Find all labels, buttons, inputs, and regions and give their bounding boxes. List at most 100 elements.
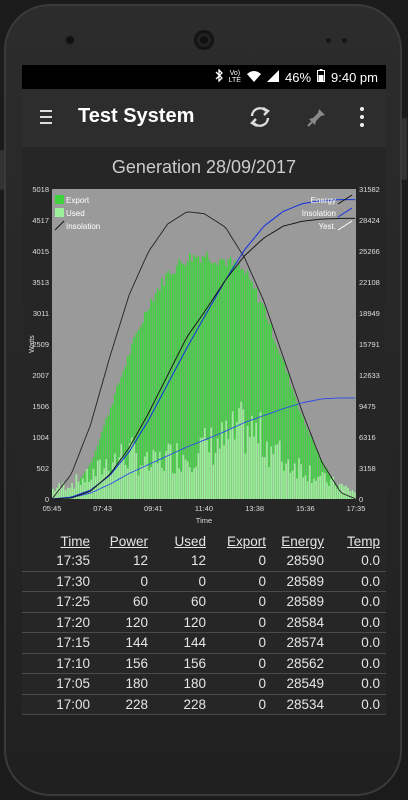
table-row[interactable]: 17:20 120 120 0 28584 0.0 xyxy=(22,613,386,633)
export-bar xyxy=(186,261,189,499)
volume-button[interactable] xyxy=(0,150,4,190)
used-bar xyxy=(206,440,208,499)
used-bar xyxy=(94,476,97,499)
used-bar xyxy=(171,473,174,499)
used-bar xyxy=(96,460,99,499)
cell-export: 0 xyxy=(258,696,266,712)
export-bar xyxy=(257,302,260,499)
table-row[interactable]: 17:05 180 180 0 28549 0.0 xyxy=(22,674,386,695)
used-bar xyxy=(56,487,58,499)
used-bar xyxy=(144,456,146,499)
used-bar xyxy=(323,473,326,499)
header-energy[interactable]: Energy xyxy=(281,533,324,549)
table-row[interactable]: 17:00 228 228 0 28534 0.0 xyxy=(22,695,386,715)
header-time[interactable]: Time xyxy=(60,533,91,549)
used-bar xyxy=(156,463,159,499)
export-bar xyxy=(189,252,191,499)
refresh-icon[interactable] xyxy=(248,105,272,129)
legend-swatch xyxy=(54,220,65,231)
used-bar xyxy=(306,481,309,499)
used-bar xyxy=(336,488,339,499)
used-bar xyxy=(116,464,118,499)
cell-used: 60 xyxy=(190,594,206,610)
export-bar xyxy=(167,270,170,499)
y-right-tick-label: 9475 xyxy=(359,402,376,411)
table-row[interactable]: 17:25 60 60 0 28589 0.0 xyxy=(22,592,386,613)
table-row[interactable]: 17:35 12 12 0 28590 0.0 xyxy=(22,551,386,572)
export-bar xyxy=(251,281,253,499)
used-bar xyxy=(71,482,73,499)
export-bar xyxy=(296,402,298,499)
cell-energy: 28589 xyxy=(286,573,324,589)
cell-temp: 0.0 xyxy=(361,573,380,589)
export-bar xyxy=(148,309,150,499)
x-tick-label: 05:45 xyxy=(43,504,62,513)
cell-time: 17:05 xyxy=(56,676,90,692)
power-button[interactable] xyxy=(402,118,407,180)
table-row[interactable]: 17:15 144 144 0 28574 0.0 xyxy=(22,633,386,654)
export-bar xyxy=(223,259,225,499)
export-bar xyxy=(208,259,210,499)
export-bar xyxy=(133,337,135,499)
export-bar xyxy=(244,273,247,499)
app-title: Test System xyxy=(78,105,195,127)
used-bar xyxy=(99,459,101,499)
export-bar xyxy=(204,257,206,499)
used-bar xyxy=(114,453,116,499)
used-bar xyxy=(349,491,352,499)
used-bar xyxy=(118,457,120,499)
used-bar xyxy=(210,427,213,499)
used-bar xyxy=(212,464,215,499)
legend-swatch xyxy=(55,195,64,204)
overflow-menu-icon[interactable] xyxy=(358,107,366,129)
used-bar xyxy=(259,411,262,499)
used-bar xyxy=(139,465,142,499)
table-header: Time Power Used Export Energy Temp xyxy=(22,531,386,551)
used-bar xyxy=(189,467,191,499)
used-bar xyxy=(66,487,69,499)
used-bar xyxy=(122,458,125,499)
wifi-icon xyxy=(246,70,261,85)
cell-time: 17:35 xyxy=(56,553,90,569)
cell-energy: 28584 xyxy=(286,614,324,630)
cell-power: 180 xyxy=(125,676,148,692)
used-bar xyxy=(283,470,285,499)
table-row[interactable]: 17:10 156 156 0 28562 0.0 xyxy=(22,654,386,674)
menu-icon[interactable] xyxy=(40,110,52,126)
export-bar xyxy=(233,260,236,499)
pin-icon[interactable] xyxy=(305,105,329,129)
export-bar xyxy=(231,265,234,499)
used-bar xyxy=(246,425,249,499)
cell-used: 228 xyxy=(183,696,206,712)
x-tick-label: 17:35 xyxy=(347,504,366,513)
export-bar xyxy=(103,425,105,499)
export-bar xyxy=(227,259,230,499)
header-temp[interactable]: Temp xyxy=(346,533,380,549)
used-bar xyxy=(193,468,195,499)
used-bar xyxy=(174,473,176,499)
export-bar xyxy=(139,326,142,499)
used-bar xyxy=(248,436,251,499)
header-power[interactable]: Power xyxy=(109,533,148,549)
battery-percent: 46% xyxy=(284,69,312,85)
header-export[interactable]: Export xyxy=(226,533,266,549)
table-row[interactable]: 17:30 0 0 0 28589 0.0 xyxy=(22,572,386,592)
export-bar xyxy=(109,407,112,499)
used-bar xyxy=(159,451,161,499)
used-bar xyxy=(52,488,54,499)
y-right-tick-label: 22108 xyxy=(359,278,380,287)
export-bar xyxy=(315,448,317,499)
y-left-tick-label: 4015 xyxy=(32,247,49,256)
export-bar xyxy=(248,278,251,499)
export-bar xyxy=(278,353,281,499)
legend-swatch xyxy=(337,207,353,218)
header-used[interactable]: Used xyxy=(174,533,206,549)
bluetooth-icon xyxy=(215,68,223,85)
used-bar xyxy=(266,441,268,499)
used-bar xyxy=(278,440,281,499)
used-bar xyxy=(167,443,170,499)
used-bar xyxy=(161,467,163,499)
cell-power: 120 xyxy=(125,614,148,630)
export-bar xyxy=(101,431,103,499)
x-tick-label: 15:36 xyxy=(296,504,315,513)
